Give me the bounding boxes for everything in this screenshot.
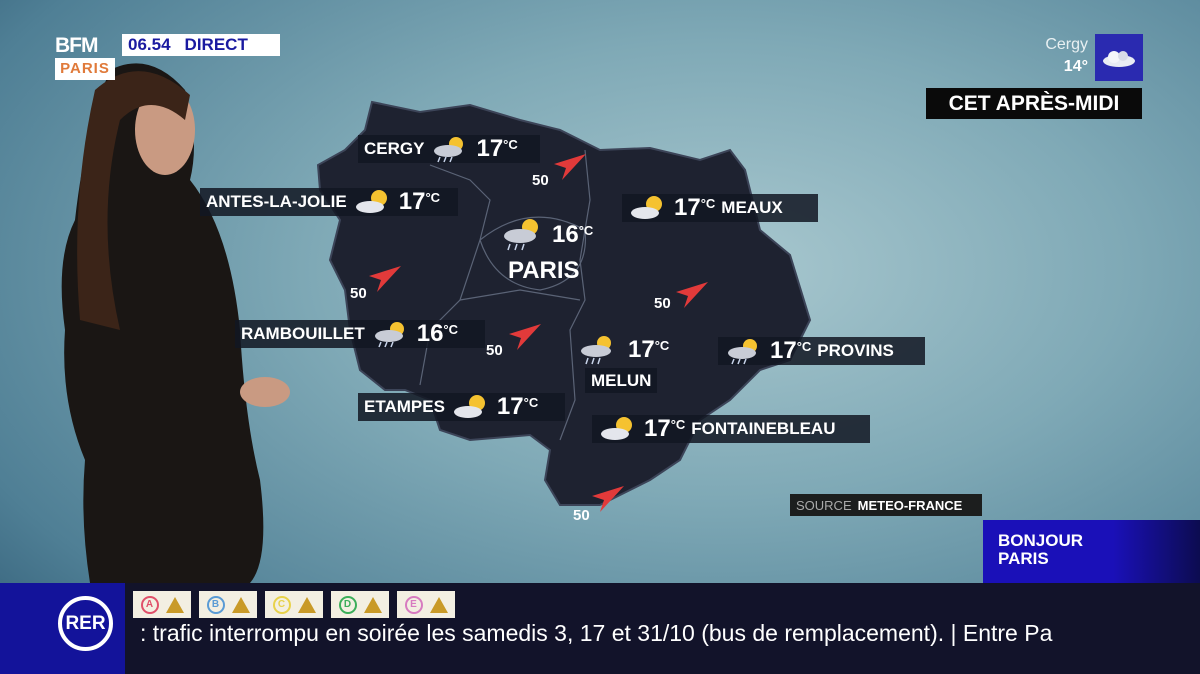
warning-icon <box>165 596 184 613</box>
city-temp: 17 <box>770 337 797 364</box>
unit: °C <box>503 137 518 152</box>
city-temp: 17 <box>476 135 504 162</box>
unit: °C <box>796 339 812 354</box>
city-name: MEAUX <box>721 198 783 217</box>
rer-line-icon: C <box>272 595 291 614</box>
warning-icon <box>231 596 250 613</box>
city-name: FONTAINEBLEAU <box>691 419 836 438</box>
city-label-provins: 17°C PROVINS <box>718 337 925 365</box>
wind-speed: 50 <box>532 172 549 189</box>
rer-line-E-badge: E <box>397 591 455 618</box>
current-city: Cergy <box>1045 36 1088 53</box>
city-name: ANTES-LA-JOLIE <box>206 192 347 211</box>
current-temp: 14° <box>1063 58 1088 75</box>
city-name: PARIS <box>508 257 580 284</box>
source-value: METEO-FRANCE <box>857 497 963 513</box>
wind-speed: 50 <box>654 295 671 312</box>
unit: °C <box>654 338 670 353</box>
dept-border <box>459 289 581 301</box>
city-name: ETAMPES <box>364 397 445 416</box>
city-name: CERGY <box>364 139 425 158</box>
source-caption: SOURCE <box>796 497 852 513</box>
city-label-etampes: ETAMPES 17°C <box>358 393 565 421</box>
channel-logo: BFM <box>55 34 99 57</box>
city-temp: 17 <box>644 415 671 442</box>
sun-rain-icon <box>504 219 538 251</box>
rer-line-D-badge: D <box>331 591 389 618</box>
city-label-cergy: CERGY 17°C <box>358 135 540 163</box>
cloud-icon <box>1095 34 1143 81</box>
rer-logo: RER <box>58 596 113 651</box>
city-name: PROVINS <box>817 341 894 360</box>
sun-cloud-icon <box>453 395 485 418</box>
sun-cloud-icon <box>355 190 387 213</box>
city-temp: 17 <box>398 188 426 215</box>
presenter <box>61 63 290 584</box>
unit: °C <box>700 196 716 211</box>
warning-icon <box>429 596 448 613</box>
clock: 06.54 <box>128 35 171 54</box>
warning-icon <box>297 596 316 613</box>
city-temp: 17 <box>628 336 655 363</box>
unit: °C <box>670 417 686 432</box>
wind-arrow-icon <box>676 282 708 308</box>
live-bar: 06.54 DIRECT <box>122 34 280 56</box>
wind-speed: 50 <box>486 342 503 359</box>
rer-line-icon: E <box>404 595 423 614</box>
wind-speed: 50 <box>573 507 590 524</box>
sun-rain-icon <box>581 336 611 365</box>
city-temp: 17 <box>674 194 701 221</box>
rer-line-icon: D <box>338 595 357 614</box>
rer-line-B-badge: B <box>199 591 257 618</box>
city-name: MELUN <box>585 368 658 393</box>
wind-arrow-icon <box>509 324 541 350</box>
wind-arrow-icon <box>592 486 624 512</box>
city-temp: 17 <box>496 393 524 420</box>
sun-cloud-icon <box>601 417 632 440</box>
rer-line-icon: A <box>140 595 159 614</box>
sun-rain-icon <box>728 339 757 365</box>
sun-rain-icon <box>374 322 404 348</box>
city-label-mantes: ANTES-LA-JOLIE 17°C <box>200 188 458 216</box>
unit: °C <box>578 223 594 238</box>
city-label-paris: 16°C <box>500 215 593 255</box>
city-temp: 16 <box>552 221 579 248</box>
city-temp: 16 <box>416 320 444 347</box>
rer-line-C-badge: C <box>265 591 323 618</box>
show-title-line: PARIS <box>998 549 1049 568</box>
channel-logo-city: PARIS <box>55 58 115 80</box>
city-label-melun: 17°C <box>578 332 669 368</box>
dept-border <box>479 216 587 291</box>
period-label: CET APRÈS-MIDI <box>926 88 1142 119</box>
ticker-text: : trafic interrompu en soirée les samedi… <box>140 620 1053 646</box>
sun-rain-icon <box>434 137 464 163</box>
rer-line-icon: B <box>206 595 225 614</box>
wind-arrow-icon <box>369 266 401 292</box>
unit: °C <box>425 190 441 205</box>
rer-line-A-badge: A <box>133 591 191 618</box>
city-label-fontainebleau: 17°C FONTAINEBLEAU <box>592 415 870 443</box>
city-name: RAMBOUILLET <box>241 324 365 343</box>
source-label: SOURCE METEO-FRANCE <box>790 494 982 516</box>
wind-speed: 50 <box>350 285 367 302</box>
city-label-rambouillet: RAMBOUILLET 16°C <box>235 320 485 348</box>
dept-border <box>559 149 591 441</box>
live-label: DIRECT <box>184 35 248 54</box>
unit: °C <box>443 322 459 337</box>
warning-icon <box>363 596 382 613</box>
city-label-meaux: 17°C MEAUX <box>622 194 818 222</box>
sun-cloud-icon <box>631 196 662 219</box>
unit: °C <box>523 395 539 410</box>
wind-arrow-icon <box>554 154 586 180</box>
show-title: BONJOUR PARIS <box>983 520 1200 583</box>
show-title-line: BONJOUR <box>998 531 1084 550</box>
